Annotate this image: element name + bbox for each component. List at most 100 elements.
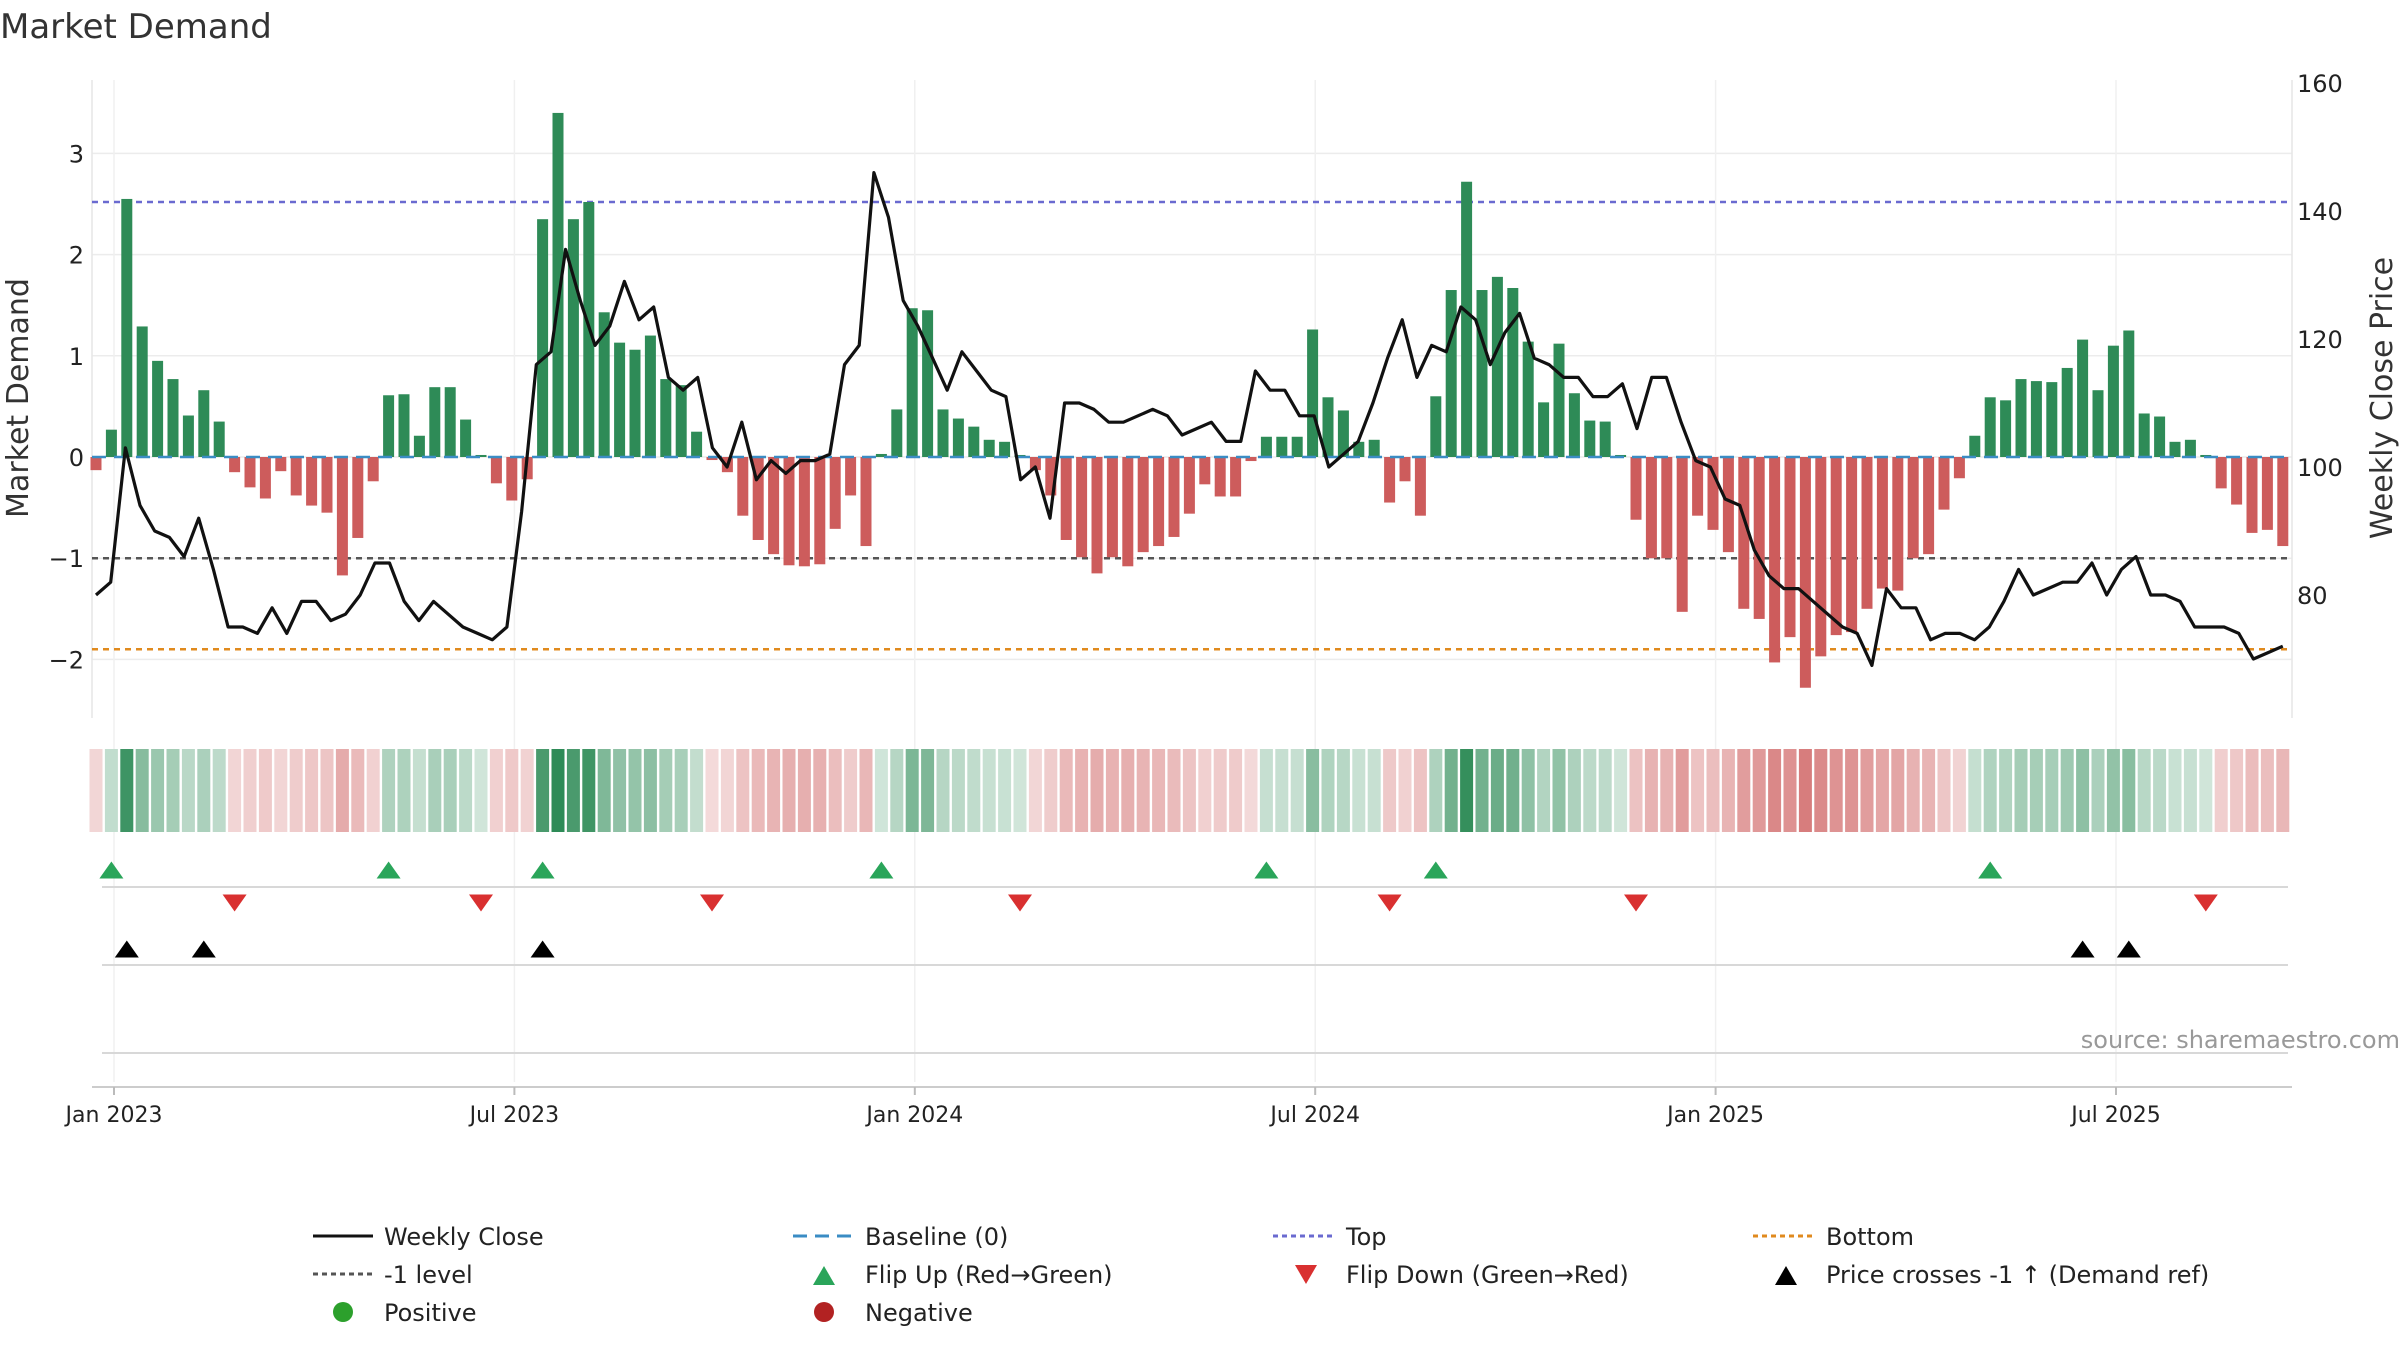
demand-bar [845, 457, 857, 496]
demand-bar [2030, 381, 2042, 457]
heat-cell [2122, 749, 2136, 832]
heat-cell [89, 749, 103, 832]
demand-bar [1507, 287, 1519, 457]
heat-cell [1783, 749, 1797, 832]
heat-cell [951, 749, 965, 832]
heat-cell [505, 749, 519, 832]
heat-cell [736, 749, 750, 832]
heat-cell [2214, 749, 2228, 832]
x-axis: Jan 2023 Jul 2023 Jan 2024 Jul 2024 Jan 2025… [64, 1087, 2161, 1128]
demand-bar [2046, 382, 2058, 457]
x-tick-label: Jul 2025 [2069, 1103, 2161, 1128]
heat-cell [1567, 749, 1581, 832]
demand-bar [444, 387, 456, 457]
demand-bar [891, 409, 903, 457]
demand-bar [875, 453, 887, 457]
demand-bar [1707, 457, 1719, 530]
demand-bar [2138, 413, 2150, 457]
heat-cell [1721, 749, 1735, 832]
demand-bar [1815, 457, 1827, 657]
demand-bar [306, 457, 318, 506]
heat-cell [320, 749, 334, 832]
demand-bar [2169, 441, 2181, 457]
flip-up-marker [1423, 861, 1448, 879]
heat-cell [181, 749, 195, 832]
heat-cell [2076, 749, 2090, 832]
demand-bar [490, 457, 502, 484]
flip-down-triangle-icon [1295, 1265, 1317, 1284]
demand-bar [367, 457, 379, 482]
heat-cell [1968, 749, 1982, 832]
heat-cell [597, 749, 611, 832]
demand-bar [398, 394, 410, 457]
heat-cell [720, 749, 734, 832]
heat-cell [1383, 749, 1397, 832]
heat-cell [1937, 749, 1951, 832]
demand-bar [1907, 457, 1919, 559]
demand-bar [1830, 457, 1842, 636]
heat-cell [1460, 749, 1474, 832]
heat-cell [998, 749, 1012, 832]
demand-bar [321, 457, 333, 513]
flip-up-marker [1254, 861, 1279, 879]
heat-cell [1075, 749, 1089, 832]
heat-cell [1506, 749, 1520, 832]
heat-cell [1059, 749, 1073, 832]
demand-bar [1183, 457, 1195, 514]
demand-bar [1753, 457, 1765, 619]
demand-bars [90, 112, 2289, 688]
x-tick-label: Jan 2025 [1665, 1103, 1764, 1128]
heat-cell [258, 749, 272, 832]
demand-bar [336, 457, 348, 576]
legend-label-flip-down: Flip Down (Green→Red) [1346, 1261, 1629, 1289]
price-cross-marker [191, 940, 216, 958]
heat-cell [1629, 749, 1643, 832]
source-credit: source: sharemaestro.com [2081, 1026, 2400, 1054]
heat-cell [2199, 749, 2213, 832]
legend-item-flip-down: Flip Down (Green→Red) [1295, 1261, 1629, 1289]
legend-label-weekly-close: Weekly Close [384, 1223, 544, 1251]
heat-cell [1675, 749, 1689, 832]
demand-bar [1784, 457, 1796, 638]
legend-item-price-cross: Price crosses -1 ↑ (Demand ref) [1775, 1261, 2209, 1289]
flip-down-marker [1377, 894, 1402, 912]
price-cross-marker [2116, 940, 2141, 958]
heat-cell [228, 749, 242, 832]
demand-bar [1923, 457, 1935, 555]
heat-cell [335, 749, 349, 832]
demand-bar [1645, 457, 1657, 559]
demand-bar [2092, 390, 2104, 457]
heat-cell [2168, 749, 2182, 832]
demand-bar [1322, 397, 1334, 457]
heat-cell [1290, 749, 1304, 832]
left-axis-label: Market Demand [1, 278, 36, 518]
heat-cell [2260, 749, 2274, 832]
demand-bar [1553, 343, 1565, 457]
heat-cell [1691, 749, 1705, 832]
demand-bar [906, 308, 918, 457]
demand-bar [1230, 457, 1242, 497]
demand-bar [475, 454, 487, 457]
demand-bar [629, 349, 641, 457]
right-y-axis: 160 140 120 100 80 [2297, 70, 2343, 610]
y2-tick-label: 80 [2297, 582, 2328, 610]
legend-label-top: Top [1345, 1223, 1387, 1251]
x-tick-label: Jan 2023 [64, 1103, 163, 1128]
legend-item-minus-one: -1 level [313, 1261, 473, 1289]
demand-bar [1307, 329, 1319, 457]
demand-bar [2277, 457, 2289, 547]
demand-bar [2077, 339, 2089, 457]
heat-cell [628, 749, 642, 832]
heat-cell [1321, 749, 1335, 832]
demand-bar [2015, 379, 2027, 457]
heat-cell [890, 749, 904, 832]
heat-cell [1922, 749, 1936, 832]
legend-label-minus-one: -1 level [384, 1261, 473, 1289]
demand-bar [1029, 457, 1041, 471]
price-cross-marker [530, 940, 555, 958]
demand-bar [1045, 457, 1057, 496]
y-tick-label: −1 [49, 545, 84, 573]
demand-bar [1368, 439, 1380, 457]
demand-bar [136, 326, 148, 457]
right-axis-label: Weekly Close Price [2365, 257, 2400, 539]
